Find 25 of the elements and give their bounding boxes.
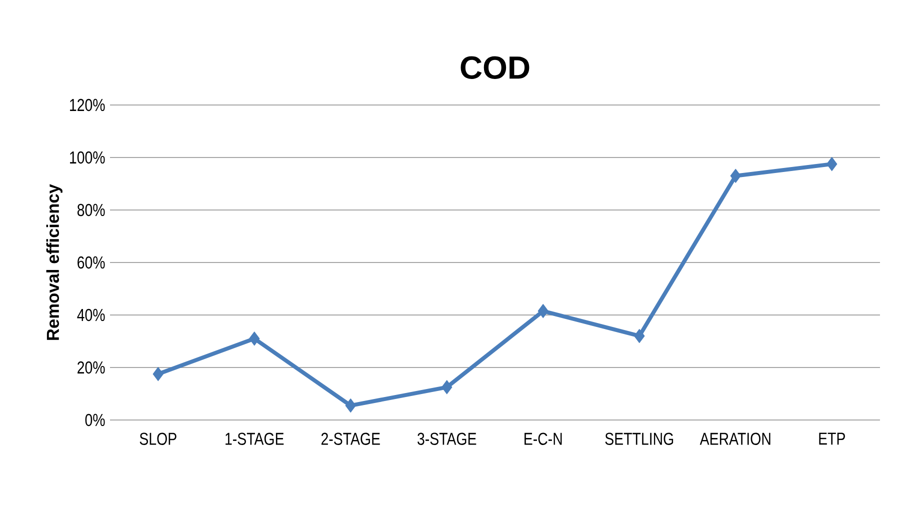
x-tick-label: AERATION: [700, 432, 770, 445]
point: [345, 398, 356, 413]
y-tick-label: 60%: [78, 256, 105, 269]
point: [634, 328, 645, 343]
point: [442, 380, 452, 394]
point: [538, 304, 548, 318]
point: [730, 168, 741, 183]
y-tick-label: 0%: [85, 414, 105, 426]
x-tick-label: ETP: [819, 432, 845, 445]
x-tick-label: 1-STAGE: [226, 432, 284, 445]
y-tick-label: 20%: [78, 361, 105, 374]
y-tick-label: 80%: [77, 204, 105, 216]
point: [249, 332, 260, 346]
y-tick-label: 40%: [77, 308, 105, 322]
x-tick-label: 3-STAGE: [418, 432, 476, 445]
x-tick-label: E-C-N: [524, 432, 562, 445]
chart-title: COD: [460, 56, 530, 79]
y-tick-label: 120%: [70, 98, 105, 112]
point: [826, 157, 838, 172]
y-axis-title: Removal efficiency: [46, 184, 62, 340]
x-tick-label: SLOP: [140, 432, 176, 445]
x-tick-label: 2-STAGE: [321, 432, 380, 445]
y-tick-label: 100%: [70, 151, 105, 164]
x-tick-label: SETTLING: [605, 432, 674, 445]
point: [152, 367, 164, 382]
